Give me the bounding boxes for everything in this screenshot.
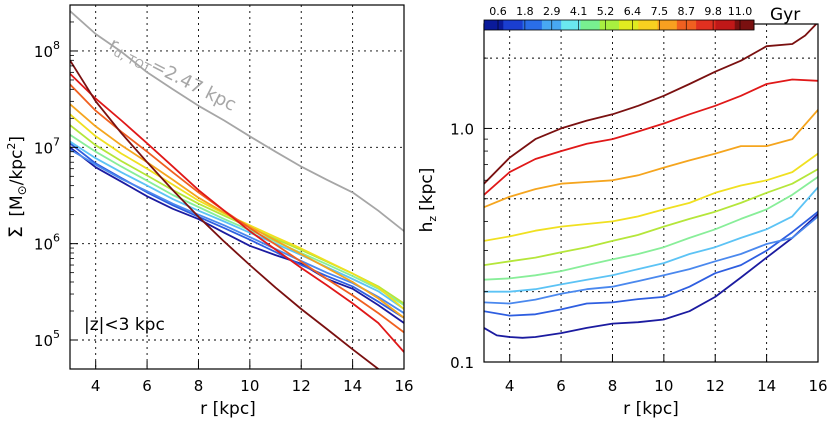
colorbar-swatch bbox=[715, 20, 736, 30]
right-x-tick-label: 16 bbox=[808, 377, 827, 395]
colorbar-swatch bbox=[638, 20, 659, 30]
left-x-tick-label: 14 bbox=[343, 377, 362, 395]
colorbar-tick-label: 8.7 bbox=[677, 5, 695, 18]
right-series-line-9 bbox=[484, 24, 818, 185]
left-series-line-9 bbox=[70, 72, 404, 353]
colorbar-swatch bbox=[696, 20, 716, 30]
colorbar-tick-label: 4.1 bbox=[570, 5, 588, 18]
colorbar-tick-label: 11.0 bbox=[728, 5, 753, 18]
colorbar-tick-label: 0.6 bbox=[489, 5, 507, 18]
left-x-tick-label: 16 bbox=[394, 377, 413, 395]
total-profile-line bbox=[70, 10, 404, 232]
colorbar-swatch bbox=[561, 20, 581, 30]
right-y-tick-label: 0.1 bbox=[450, 354, 474, 372]
left-y-tick-label: 106 bbox=[34, 232, 60, 254]
right-series-line-0 bbox=[484, 213, 818, 339]
left-x-ticks: 4 6 8 10 12 14 16 bbox=[91, 361, 414, 395]
colorbar-frame bbox=[483, 19, 755, 31]
right-series-line-5 bbox=[484, 168, 818, 266]
colorbar-tick-label: 2.9 bbox=[543, 5, 561, 18]
left-x-tick-label: 4 bbox=[91, 377, 101, 395]
left-y-tick-label: 105 bbox=[34, 328, 60, 350]
left-x-tick-label: 12 bbox=[292, 377, 311, 395]
colorbar-tick-label: 9.8 bbox=[704, 5, 722, 18]
left-y-tick-label: 108 bbox=[34, 39, 60, 61]
right-panel: 4 6 8 10 12 14 16 0.1 1.0 r [kpc] hz[kpc] 0.6 1.… bbox=[417, 5, 828, 419]
right-x-ticks: 4 6 8 10 12 14 16 bbox=[505, 354, 828, 395]
right-x-tick-label: 6 bbox=[556, 377, 566, 395]
left-x-tick-label: 8 bbox=[194, 377, 204, 395]
colorbar-swatch bbox=[503, 20, 524, 30]
right-y-axis-label: hz[kpc] bbox=[417, 168, 439, 233]
colorbar-swatch bbox=[484, 20, 504, 30]
cut-annotation: |z|<3 kpc bbox=[84, 315, 165, 335]
left-series-line-0 bbox=[70, 146, 404, 324]
right-series-line-3 bbox=[484, 186, 818, 293]
right-x-tick-label: 4 bbox=[505, 377, 515, 395]
right-series-line-8 bbox=[484, 78, 818, 196]
right-series-line-6 bbox=[484, 152, 818, 242]
left-x-axis-label: r [kpc] bbox=[200, 399, 256, 419]
colorbar-swatch bbox=[580, 20, 601, 30]
left-y-ticks: 105 106 107 108 bbox=[34, 4, 78, 350]
colorbar-tick-label: 6.4 bbox=[624, 5, 642, 18]
colorbar-tick-label: 1.8 bbox=[516, 5, 534, 18]
left-y-axis-label: Σ [M⊙/kpc2] bbox=[5, 136, 29, 238]
colorbar-ticks: 0.6 1.8 2.9 4.1 5.2 6.4 7.5 8.7 9.8 11.0 bbox=[489, 5, 752, 30]
colorbar-swatch bbox=[734, 20, 755, 30]
left-series-line-3 bbox=[70, 140, 404, 310]
left-series-line-4 bbox=[70, 133, 404, 306]
left-series-group bbox=[70, 10, 404, 369]
colorbar-unit-label: Gyr bbox=[770, 5, 800, 25]
colorbar-tick-label: 5.2 bbox=[597, 5, 615, 18]
colorbar-swatch bbox=[599, 20, 620, 30]
right-x-axis-label: r [kpc] bbox=[623, 399, 679, 419]
right-series-line-1 bbox=[484, 210, 818, 317]
right-x-tick-label: 8 bbox=[608, 377, 618, 395]
right-y-tick-label: 1.0 bbox=[450, 120, 474, 138]
colorbar-swatch bbox=[522, 20, 543, 30]
left-x-tick-label: 10 bbox=[240, 377, 259, 395]
right-series-group bbox=[484, 24, 818, 339]
left-series-line-2 bbox=[70, 148, 404, 314]
colorbar-swatch bbox=[657, 20, 678, 30]
left-series-line-10 bbox=[70, 59, 380, 369]
right-x-tick-label: 14 bbox=[757, 377, 776, 395]
colorbar-swatch bbox=[676, 20, 697, 30]
left-y-tick-label: 107 bbox=[34, 135, 60, 157]
colorbar bbox=[483, 19, 755, 31]
colorbar-tick-label: 7.5 bbox=[651, 5, 669, 18]
colorbar-swatch bbox=[619, 20, 639, 30]
right-series-line-2 bbox=[484, 215, 818, 305]
right-series-line-7 bbox=[484, 109, 818, 209]
right-series-line-4 bbox=[484, 176, 818, 281]
right-x-tick-label: 10 bbox=[654, 377, 673, 395]
left-series-line-8 bbox=[70, 83, 404, 334]
left-x-tick-label: 6 bbox=[142, 377, 152, 395]
left-plot-frame bbox=[69, 4, 405, 370]
right-y-ticks: 0.1 1.0 bbox=[450, 57, 492, 372]
right-x-tick-label: 12 bbox=[706, 377, 725, 395]
